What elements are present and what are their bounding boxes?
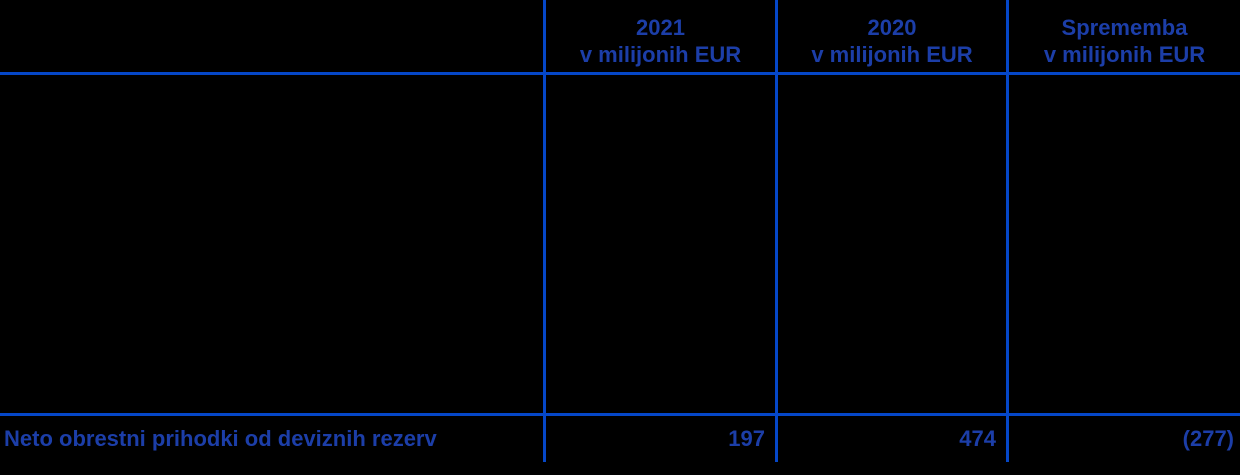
col-header-sprememba: Sprememba v milijonih EUR [1006,0,1240,75]
bottom-spacer-col-2020 [775,462,1006,475]
body-spacer-col-sprememba [1006,75,1240,413]
bottom-spacer-label-col [0,462,543,475]
row-label: Neto obrestni prihodki od deviznih rezer… [0,413,543,462]
col-header-2020-unit: v milijonih EUR [811,41,973,67]
col-header-2021: 2021 v milijonih EUR [543,0,775,75]
body-spacer-col-2021 [543,75,775,413]
col-header-sprememba-unit: v milijonih EUR [1043,41,1206,67]
header-row-label-cell [0,0,543,75]
bottom-spacer-col-2021 [543,462,775,475]
body-spacer-label-col [0,75,543,413]
bottom-spacer-col-sprememba [1006,462,1240,475]
col-header-2021-unit: v milijonih EUR [579,41,742,67]
col-header-2020-year: 2020 [867,14,917,40]
body-spacer-col-2020 [775,75,1006,413]
col-header-2021-year: 2021 [636,14,685,40]
col-header-sprememba-title: Sprememba [1061,14,1188,40]
row-value-sprememba: (277) [1006,413,1240,462]
row-value-2020: 474 [775,413,1006,462]
row-value-2021: 197 [543,413,775,462]
col-header-2020: 2020 v milijonih EUR [775,0,1006,75]
